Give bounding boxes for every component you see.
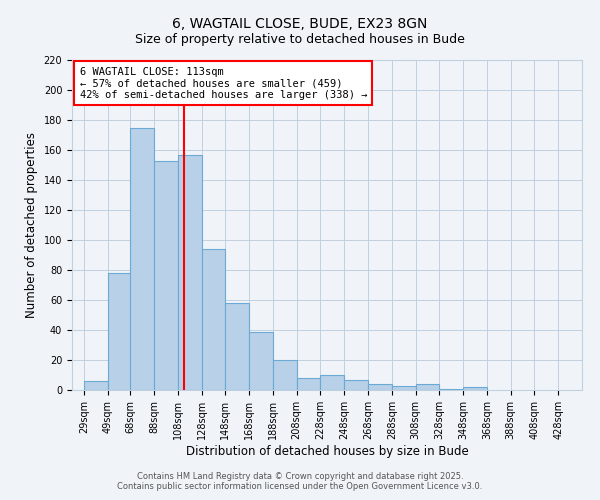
- Text: Contains HM Land Registry data © Crown copyright and database right 2025.: Contains HM Land Registry data © Crown c…: [137, 472, 463, 481]
- Bar: [368, 384, 392, 390]
- Bar: [178, 154, 202, 390]
- Bar: [416, 384, 439, 390]
- Bar: [320, 375, 344, 390]
- Bar: [463, 387, 487, 390]
- Bar: [296, 378, 320, 390]
- Bar: [249, 332, 273, 390]
- Bar: [273, 360, 296, 390]
- Bar: [130, 128, 154, 390]
- Text: Size of property relative to detached houses in Bude: Size of property relative to detached ho…: [135, 32, 465, 46]
- Bar: [202, 249, 226, 390]
- Bar: [154, 160, 178, 390]
- Bar: [107, 273, 131, 390]
- X-axis label: Distribution of detached houses by size in Bude: Distribution of detached houses by size …: [185, 444, 469, 458]
- Bar: [84, 381, 107, 390]
- Text: Contains public sector information licensed under the Open Government Licence v3: Contains public sector information licen…: [118, 482, 482, 491]
- Text: 6 WAGTAIL CLOSE: 113sqm
← 57% of detached houses are smaller (459)
42% of semi-d: 6 WAGTAIL CLOSE: 113sqm ← 57% of detache…: [80, 66, 367, 100]
- Bar: [344, 380, 368, 390]
- Text: 6, WAGTAIL CLOSE, BUDE, EX23 8GN: 6, WAGTAIL CLOSE, BUDE, EX23 8GN: [172, 18, 428, 32]
- Bar: [392, 386, 416, 390]
- Bar: [439, 388, 463, 390]
- Bar: [226, 303, 249, 390]
- Y-axis label: Number of detached properties: Number of detached properties: [25, 132, 38, 318]
